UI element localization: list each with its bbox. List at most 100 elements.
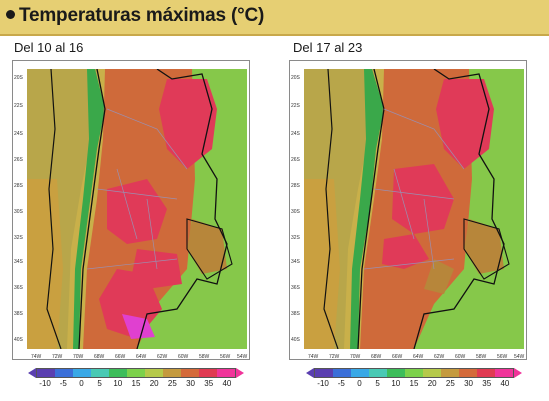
y-tick: 30S — [14, 209, 23, 215]
colorbar-low-arrow — [28, 368, 36, 378]
y-tick: 36S — [14, 285, 23, 291]
colorbar-label: 5 — [375, 379, 380, 388]
colorbar-swatch — [369, 369, 387, 377]
x-tick: 54W — [237, 354, 248, 360]
colorbar-swatch — [127, 369, 145, 377]
colorbar-label: 35 — [482, 379, 492, 388]
colorbar-label: 20 — [149, 379, 159, 388]
temperature-map-week1: 20S 22S 24S 26S 28S 30S 32S 34S 36S 38S … — [12, 60, 250, 360]
x-tick: 64W — [136, 354, 147, 360]
x-tick: 58W — [199, 354, 210, 360]
x-tick: 68W — [371, 354, 382, 360]
panel-title-week2: Del 17 al 23 — [293, 40, 363, 55]
y-tick: 40S — [14, 337, 23, 343]
x-tick: 56W — [497, 354, 508, 360]
colorbar-label: 15 — [409, 379, 419, 388]
colorbar-label: 30 — [186, 379, 195, 388]
colorbar-label: -10 — [39, 379, 51, 388]
colorbar-swatch — [91, 369, 109, 377]
y-tick: 36S — [291, 285, 300, 291]
y-tick: 28S — [291, 183, 300, 189]
x-tick: 72W — [52, 354, 63, 360]
map-week1-image — [27, 69, 247, 349]
y-tick: 24S — [291, 131, 300, 137]
colorbar-swatch — [315, 369, 333, 377]
x-tick: 60W — [455, 354, 466, 360]
x-tick: 70W — [350, 354, 361, 360]
colorbar-swatch — [405, 369, 423, 377]
x-tick: 70W — [73, 354, 84, 360]
colorbar-label: 0 — [79, 379, 84, 388]
colorbar-swatch — [333, 369, 351, 377]
colorbar-week1: -10 -5 0 5 10 15 20 25 30 35 40 — [26, 366, 246, 390]
section-title: Temperaturas máximas (°C) — [19, 5, 265, 26]
x-tick: 66W — [115, 354, 126, 360]
colorbar-label: 10 — [113, 379, 123, 388]
colorbar-swatch — [181, 369, 199, 377]
x-tick: 74W — [31, 354, 42, 360]
colorbar-swatch — [109, 369, 127, 377]
map-week2-image — [304, 69, 524, 349]
colorbar-label: 5 — [97, 379, 102, 388]
y-tick: 26S — [14, 157, 23, 163]
colorbar-low-arrow — [306, 368, 314, 378]
y-tick: 26S — [291, 157, 300, 163]
colorbar-swatch — [441, 369, 459, 377]
colorbar-label: -5 — [59, 379, 67, 388]
x-tick: 68W — [94, 354, 105, 360]
x-tick: 62W — [157, 354, 168, 360]
x-tick: 72W — [329, 354, 340, 360]
y-tick: 20S — [291, 75, 300, 81]
y-tick: 22S — [291, 103, 300, 109]
x-tick: 56W — [220, 354, 231, 360]
colorbar-high-arrow — [236, 368, 244, 378]
temperature-map-week2: 20S 22S 24S 26S 28S 30S 32S 34S 36S 38S … — [289, 60, 527, 360]
colorbar-swatch — [495, 369, 513, 377]
y-tick: 20S — [14, 75, 23, 81]
colorbar-swatches — [36, 368, 236, 378]
x-tick: 58W — [476, 354, 487, 360]
colorbar-label: 40 — [500, 379, 510, 388]
y-tick: 34S — [14, 259, 23, 265]
colorbar-swatch — [459, 369, 477, 377]
y-tick: 24S — [14, 131, 23, 137]
colorbar-swatches — [314, 368, 514, 378]
colorbar-label: 40 — [222, 379, 232, 388]
x-tick: 64W — [413, 354, 424, 360]
colorbar-swatch — [199, 369, 217, 377]
colorbar-swatch — [423, 369, 441, 377]
colorbar-label: 25 — [167, 379, 177, 388]
colorbar-label: 30 — [464, 379, 473, 388]
colorbar-label: 20 — [427, 379, 437, 388]
y-tick: 22S — [14, 103, 23, 109]
x-tick: 62W — [434, 354, 445, 360]
y-tick: 34S — [291, 259, 300, 265]
x-tick: 74W — [308, 354, 319, 360]
colorbar-swatch — [145, 369, 163, 377]
colorbar-swatch — [351, 369, 369, 377]
bullet-icon — [6, 10, 15, 19]
y-tick: 38S — [14, 311, 23, 317]
colorbar-swatch — [163, 369, 181, 377]
colorbar-swatch — [477, 369, 495, 377]
colorbar-swatch — [55, 369, 73, 377]
y-tick: 32S — [291, 235, 300, 241]
colorbar-swatch — [217, 369, 235, 377]
colorbar-label: 10 — [391, 379, 401, 388]
colorbar-label: 0 — [357, 379, 362, 388]
colorbar-label: 35 — [204, 379, 214, 388]
x-tick: 60W — [178, 354, 189, 360]
y-tick: 30S — [291, 209, 300, 215]
colorbar-swatch — [387, 369, 405, 377]
section-header: Temperaturas máximas (°C) — [0, 0, 549, 36]
colorbar-high-arrow — [514, 368, 522, 378]
colorbar-swatch — [37, 369, 55, 377]
y-tick: 38S — [291, 311, 300, 317]
colorbar-label: -5 — [337, 379, 345, 388]
y-tick: 40S — [291, 337, 300, 343]
panel-title-week1: Del 10 al 16 — [14, 40, 84, 55]
x-tick: 66W — [392, 354, 403, 360]
y-tick: 32S — [14, 235, 23, 241]
x-tick: 54W — [514, 354, 525, 360]
colorbar-week2: -10 -5 0 5 10 15 20 25 30 35 40 — [304, 366, 524, 390]
